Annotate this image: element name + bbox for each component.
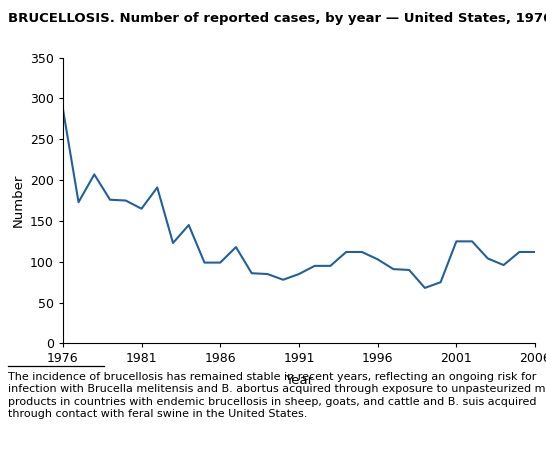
Text: The incidence of brucellosis has remained stable in recent years, reflecting an : The incidence of brucellosis has remaine… <box>8 372 546 419</box>
Text: BRUCELLOSIS. Number of reported cases, by year — United States, 1976–2006: BRUCELLOSIS. Number of reported cases, b… <box>8 12 546 24</box>
X-axis label: Year: Year <box>285 374 313 387</box>
Y-axis label: Number: Number <box>11 174 25 227</box>
